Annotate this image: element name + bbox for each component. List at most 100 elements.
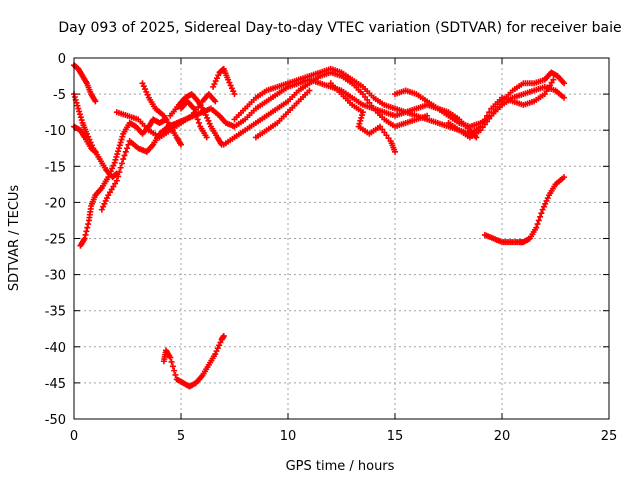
series-track-9: [178, 98, 210, 141]
data-point: [117, 139, 124, 146]
plot-frame: [73, 57, 610, 420]
data-point: [71, 93, 78, 100]
data-point: [118, 160, 125, 167]
data-point: [171, 367, 178, 374]
data-point: [92, 148, 99, 155]
data-point: [550, 76, 557, 83]
series-track-14: [327, 80, 398, 155]
y-tick-label: -45: [45, 377, 66, 392]
data-point: [231, 91, 238, 98]
data-point: [122, 148, 129, 155]
data-point: [73, 99, 80, 106]
data-point: [121, 152, 128, 159]
y-axis-title: SDTVAR / TECUs: [7, 185, 22, 292]
y-tick-label: -5: [53, 88, 66, 103]
data-point: [477, 123, 484, 130]
data-point: [533, 224, 540, 231]
data-point: [112, 156, 119, 163]
data-point: [114, 151, 121, 158]
series-track-13: [252, 87, 313, 141]
data-point: [78, 117, 85, 124]
series-track-10: [210, 65, 238, 98]
y-tick-label: 0: [58, 52, 66, 67]
data-point: [561, 80, 568, 87]
data-point: [484, 112, 491, 119]
y-tick-label: -35: [45, 305, 66, 320]
data-point: [120, 156, 127, 163]
x-tick-label: 25: [601, 429, 618, 444]
data-point: [167, 354, 174, 361]
series-track-12: [231, 65, 473, 137]
data-point: [113, 153, 120, 160]
x-tick-label: 0: [70, 429, 78, 444]
y-tick-label: -10: [45, 124, 66, 139]
data-point: [481, 116, 488, 123]
data-point: [115, 145, 122, 152]
series-track-8: [167, 91, 225, 148]
data-point: [115, 173, 122, 180]
x-tick-label: 20: [494, 429, 511, 444]
data-point: [561, 94, 568, 101]
data-point: [561, 174, 568, 181]
data-point: [190, 105, 197, 112]
y-tick-label: -25: [45, 233, 66, 248]
data-point: [194, 116, 201, 123]
data-point: [306, 87, 313, 94]
data-point: [534, 221, 541, 228]
data-point: [538, 210, 545, 217]
data-point: [82, 231, 89, 238]
series-track-17: [466, 76, 557, 137]
data-point: [535, 217, 542, 224]
y-tick-label: -15: [45, 160, 66, 175]
y-tick-label: -50: [45, 413, 66, 428]
data-point: [356, 120, 363, 127]
data-point: [203, 134, 210, 141]
data-point: [392, 148, 398, 155]
x-tick-label: 5: [177, 429, 185, 444]
series-track-19: [160, 332, 227, 390]
axis-ticks: 0 5 10 15 20 25 0 -5 -10 -15 -20 -25 -30 -35 -40 -45 -50: [45, 52, 618, 444]
data-point: [193, 112, 200, 119]
data-point: [116, 169, 123, 176]
data-point: [124, 145, 131, 152]
data-point: [169, 363, 176, 370]
data-point: [76, 108, 83, 115]
series-track-4: [77, 116, 170, 249]
data-point: [117, 164, 124, 171]
data-point: [168, 358, 175, 365]
series-track-6: [113, 91, 219, 141]
data-point: [178, 141, 184, 148]
data-point: [359, 109, 366, 116]
data-point: [119, 133, 126, 140]
series-track-1: [71, 62, 99, 105]
x-tick-label: 10: [280, 429, 297, 444]
data-point: [172, 371, 179, 378]
data-point: [116, 142, 123, 149]
data-point: [76, 111, 83, 118]
data-point: [115, 148, 122, 155]
data-point: [359, 112, 366, 119]
data-point: [486, 109, 493, 116]
series-track-18: [481, 174, 568, 246]
series-track-7: [139, 80, 184, 148]
data-point: [212, 98, 219, 105]
data-point: [81, 235, 88, 242]
data-point: [92, 98, 99, 105]
data-points: [71, 62, 568, 390]
chart-title: Day 093 of 2025, Sidereal Day-to-day VTE…: [58, 20, 621, 36]
data-point: [74, 102, 81, 109]
series-track-16: [445, 69, 568, 141]
data-point: [358, 114, 365, 121]
data-point: [83, 228, 90, 235]
y-tick-label: -40: [45, 341, 66, 356]
data-point: [537, 213, 544, 220]
data-point: [479, 119, 486, 126]
data-point: [75, 105, 82, 112]
data-point: [357, 117, 364, 124]
data-point: [113, 177, 120, 184]
series-track-3: [71, 123, 99, 155]
data-point: [118, 136, 125, 143]
y-tick-label: -30: [45, 269, 66, 284]
data-point: [192, 109, 199, 116]
